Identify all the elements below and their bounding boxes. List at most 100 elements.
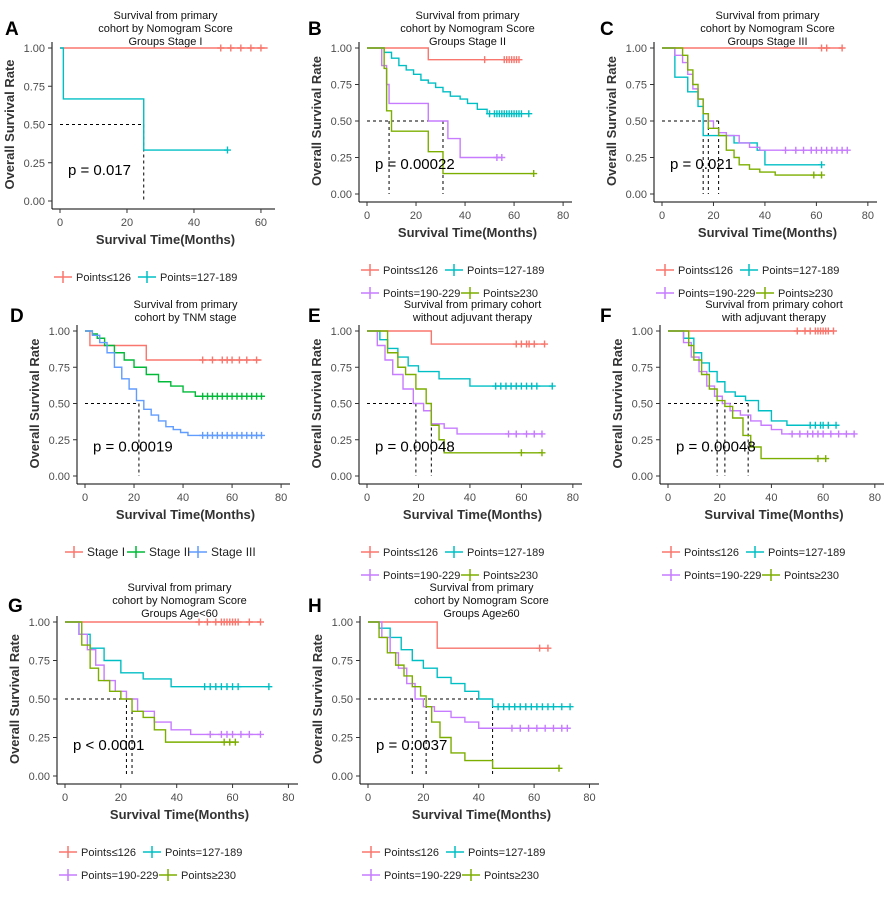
chart-title-line: Groups Stage I — [129, 36, 203, 48]
legend-label: Points=190-229 — [383, 288, 460, 300]
censor-mark — [818, 171, 826, 179]
censor-mark — [235, 356, 243, 364]
y-tick-label: 0.50 — [332, 694, 353, 706]
panel-letter: B — [308, 19, 322, 40]
y-tick-label: 0.75 — [24, 81, 45, 93]
censor-mark — [256, 730, 264, 738]
censor-mark — [563, 724, 571, 732]
panel-letter: C — [600, 19, 614, 40]
censor-mark — [237, 44, 245, 52]
censor-mark — [245, 730, 253, 738]
y-tick-label: 0.50 — [331, 116, 352, 128]
x-tick-label: 40 — [464, 492, 476, 504]
censor-mark — [525, 110, 533, 118]
legend-key — [361, 546, 379, 558]
y-tick-label: 0.50 — [49, 399, 70, 411]
y-tick-label: 0.25 — [29, 733, 50, 745]
x-tick-label: 80 — [567, 492, 579, 504]
y-tick-label: 1.00 — [49, 326, 70, 338]
legend-key — [445, 546, 463, 558]
x-tick-label: 0 — [659, 210, 665, 222]
censor-mark — [199, 356, 207, 364]
censor-mark — [822, 455, 830, 463]
y-tick-label: 0.75 — [49, 362, 70, 374]
censor-mark — [533, 724, 541, 732]
survival-curve-g-2 — [65, 621, 261, 736]
censor-mark — [256, 618, 264, 626]
y-tick-label: 0.25 — [632, 435, 653, 447]
y-tick-label: 0.75 — [332, 656, 353, 668]
censor-mark — [541, 724, 549, 732]
censor-mark — [538, 430, 546, 438]
legend-label: Points=127-189 — [165, 847, 242, 859]
chart-title-line: Survival from primary — [128, 582, 232, 594]
censor-mark — [195, 618, 203, 626]
censor-mark — [257, 392, 265, 400]
legend-key — [662, 569, 680, 581]
censor-mark — [257, 431, 265, 439]
censor-mark — [824, 421, 832, 429]
censor-mark — [548, 382, 556, 390]
survival-curve-b-1 — [367, 47, 529, 115]
survival-curve-h-2 — [368, 621, 568, 729]
x-tick-label: 20 — [410, 210, 422, 222]
censor-mark — [257, 44, 265, 52]
legend-key — [461, 569, 479, 581]
y-tick-label: 1.00 — [331, 326, 352, 338]
y-tick-label: 0.00 — [626, 189, 647, 201]
legend-key — [65, 546, 83, 558]
x-tick-label: 80 — [282, 792, 294, 804]
censor-mark — [530, 430, 538, 438]
legend-label: Points=127-189 — [468, 847, 545, 859]
censor-mark — [228, 356, 236, 364]
survival-curve-b-0 — [367, 47, 519, 61]
x-tick-label: 20 — [128, 492, 140, 504]
p-value: p = 0.00022 — [375, 156, 455, 173]
x-tick-label: 80 — [275, 492, 287, 504]
legend-label: Points=127-189 — [467, 547, 544, 559]
censor-mark — [843, 146, 851, 154]
survival-curve-h-3 — [368, 621, 560, 769]
legend-label: Points≤126 — [383, 547, 438, 559]
panel-letter: D — [10, 306, 24, 327]
censor-mark — [788, 430, 796, 438]
y-tick-label: 0.00 — [331, 189, 352, 201]
legend-label: Points≥230 — [778, 288, 833, 300]
y-tick-label: 0.25 — [49, 435, 70, 447]
censor-mark — [206, 730, 214, 738]
x-tick-label: 40 — [171, 792, 183, 804]
x-axis-title: Survival Time(Months) — [116, 507, 255, 522]
censor-mark — [517, 449, 525, 457]
legend-label: Points≥230 — [484, 870, 539, 882]
legend-label: Points=127-189 — [762, 265, 839, 277]
legend-label: Points≤126 — [76, 272, 131, 284]
legend-key — [143, 846, 161, 858]
y-tick-label: 1.00 — [29, 617, 50, 629]
chart-title-line: with adjuvant therapy — [721, 312, 826, 324]
legend-label: Points≤126 — [383, 265, 438, 277]
legend-key — [361, 264, 379, 276]
censor-mark — [842, 430, 850, 438]
chart-title-line: Survival from primary — [416, 10, 520, 22]
y-tick-label: 0.50 — [24, 120, 45, 132]
chart-title-line: Survival from primary cohort — [404, 299, 542, 311]
censor-mark — [243, 356, 251, 364]
censor-mark — [549, 724, 557, 732]
x-tick-label: 60 — [817, 492, 829, 504]
x-tick-label: 80 — [862, 210, 874, 222]
legend-label: Points=190-229 — [383, 570, 460, 582]
censor-mark — [247, 44, 255, 52]
y-tick-label: 0.50 — [626, 116, 647, 128]
censor-mark — [538, 449, 546, 457]
y-tick-label: 0.50 — [331, 399, 352, 411]
legend-label: Points=127-189 — [467, 265, 544, 277]
censor-mark — [566, 703, 574, 711]
y-tick-label: 0.25 — [331, 153, 352, 165]
y-tick-label: 0.25 — [332, 733, 353, 745]
legend-label: Points≤126 — [384, 847, 439, 859]
p-value: p < 0.0001 — [73, 737, 144, 754]
y-axis-title: Overall Survival Rate — [7, 634, 22, 764]
